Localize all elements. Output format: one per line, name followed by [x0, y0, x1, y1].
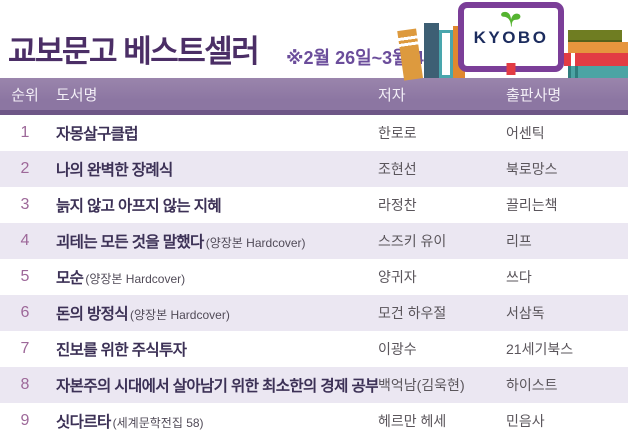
title-cell: 싯다르타 (세계문학전집 58)	[50, 410, 378, 432]
author-cell: 백억남(김욱현)	[378, 377, 465, 393]
publisher-cell: 끌리는책	[506, 197, 558, 213]
publisher-cell: 하이스트	[506, 377, 558, 393]
stacked-book-icon	[568, 42, 628, 53]
stacked-book-icon	[568, 30, 622, 42]
author-cell: 라정찬	[378, 197, 417, 213]
bookshelf-illustration: KYOBO	[397, 0, 628, 84]
publisher-cell: 북로망스	[506, 161, 558, 177]
book-title: 늙지 않고 아프지 않는 지혜	[56, 198, 222, 215]
author-cell: 헤르만 헤세	[378, 413, 447, 429]
title-cell: 자몽살구클럽	[50, 122, 378, 144]
rank-cell: 3	[20, 196, 30, 213]
table-row: 8 자본주의 시대에서 살아남기 위한 최소한의 경제 공부 백억남(김욱현) …	[0, 367, 628, 403]
table-body: 1 자몽살구클럽 한로로 어센틱 2 나의 완벽한 장례식 조현선 북로망스 3…	[0, 115, 628, 439]
publisher-cell: 민음사	[506, 413, 545, 429]
title-cell: 나의 완벽한 장례식	[50, 158, 378, 180]
rank-cell: 1	[20, 124, 30, 141]
rank-cell: 4	[20, 232, 30, 249]
table-row: 9 싯다르타 (세계문학전집 58) 헤르만 헤세 민음사	[0, 403, 628, 439]
book-title-suffix: (양장본 Hardcover)	[85, 272, 186, 286]
author-cell: 이광수	[378, 341, 417, 357]
author-cell: 스즈키 유이	[378, 233, 447, 249]
column-header-publisher: 출판사명	[506, 86, 562, 104]
book-spine-icon	[397, 28, 423, 81]
book-title: 나의 완벽한 장례식	[56, 162, 173, 179]
author-cell: 양귀자	[378, 269, 417, 285]
title-cell: 늙지 않고 아프지 않는 지혜	[50, 194, 378, 216]
rank-cell: 7	[20, 340, 30, 357]
author-cell: 모건 하우절	[378, 305, 447, 321]
rank-cell: 5	[20, 268, 30, 285]
publisher-cell: 어센틱	[506, 125, 545, 141]
book-spine-icon	[424, 23, 439, 78]
title-cell: 자본주의 시대에서 살아남기 위한 최소한의 경제 공부	[50, 374, 378, 396]
publisher-cell: 21세기북스	[506, 341, 574, 357]
rank-cell: 9	[20, 412, 30, 429]
stacked-book-icon	[568, 66, 628, 78]
book-spine-icon	[439, 30, 453, 78]
page-title: 교보문고 베스트셀러	[8, 34, 260, 69]
table-row: 4 괴테는 모든 것을 말했다 (양장본 Hardcover) 스즈키 유이 리프	[0, 223, 628, 259]
rank-cell: 8	[20, 376, 30, 393]
table-row: 5 모순 (양장본 Hardcover) 양귀자 쓰다	[0, 259, 628, 295]
stacked-book-icon	[564, 53, 628, 66]
book-title: 싯다르타	[56, 414, 111, 431]
banner: 교보문고 베스트셀러 ※2월 26일~3월 4일 KYOBO	[0, 0, 628, 81]
book-title: 괴테는 모든 것을 말했다	[56, 234, 204, 251]
author-cell: 한로로	[378, 125, 417, 141]
table-header: 순위 도서명 저자 출판사명	[0, 78, 628, 115]
title-cell: 괴테는 모든 것을 말했다 (양장본 Hardcover)	[50, 230, 378, 252]
title-cell: 모순 (양장본 Hardcover)	[50, 266, 378, 288]
book-title: 자몽살구클럽	[56, 126, 139, 143]
book-title-suffix: (양장본 Hardcover)	[130, 308, 230, 322]
table-row: 1 자몽살구클럽 한로로 어센틱	[0, 115, 628, 151]
bookmark-icon	[506, 63, 516, 75]
title-cell: 진보를 위한 주식투자	[50, 338, 378, 360]
sprout-icon	[501, 11, 521, 27]
book-title: 돈의 방정식	[56, 306, 129, 323]
table-row: 2 나의 완벽한 장례식 조현선 북로망스	[0, 151, 628, 187]
table-row: 3 늙지 않고 아프지 않는 지혜 라정찬 끌리는책	[0, 187, 628, 223]
publisher-cell: 리프	[506, 233, 532, 249]
column-header-rank: 순위	[11, 86, 39, 104]
book-title-suffix: (양장본 Hardcover)	[205, 236, 306, 250]
title-cell: 돈의 방정식 (양장본 Hardcover)	[50, 302, 378, 324]
table-row: 6 돈의 방정식 (양장본 Hardcover) 모건 하우절 서삼독	[0, 295, 628, 331]
kyobo-logo-card: KYOBO	[458, 2, 564, 75]
book-title-suffix: (세계문학전집 58)	[112, 416, 204, 430]
column-header-author: 저자	[378, 86, 406, 104]
table-row: 7 진보를 위한 주식투자 이광수 21세기북스	[0, 331, 628, 367]
publisher-cell: 쓰다	[506, 269, 532, 285]
book-title: 자본주의 시대에서 살아남기 위한 최소한의 경제 공부	[56, 378, 378, 395]
kyobo-logo-text: KYOBO	[473, 28, 549, 47]
publisher-cell: 서삼독	[506, 305, 545, 321]
author-cell: 조현선	[378, 161, 417, 177]
rank-cell: 2	[20, 160, 30, 177]
rank-cell: 6	[20, 304, 30, 321]
book-title: 진보를 위한 주식투자	[56, 342, 187, 359]
column-header-title: 도서명	[56, 86, 98, 104]
book-title: 모순	[56, 270, 84, 287]
